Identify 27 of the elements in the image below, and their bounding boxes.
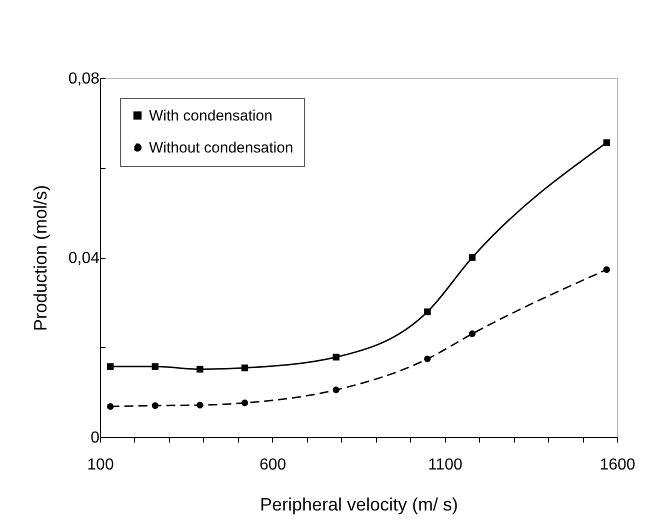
y-tick-label: 0,04 (68, 250, 100, 267)
point (332, 354, 340, 360)
point (468, 330, 476, 338)
point (106, 403, 114, 410)
x-tick-label: 600 (259, 456, 286, 474)
y-tick-label: 0 (90, 430, 100, 446)
point (152, 363, 158, 370)
point (196, 402, 204, 408)
point (424, 356, 431, 362)
legend-label: With condensation (149, 108, 272, 124)
legend-label: Without condensation (149, 140, 294, 156)
x-axis-title: Peripheral velocity (m/ s) (260, 494, 458, 514)
point (152, 402, 158, 409)
point (241, 400, 248, 406)
point (603, 139, 610, 146)
point (424, 308, 431, 316)
point (468, 254, 476, 261)
point (196, 366, 204, 373)
y-tick-label: 0,08 (68, 70, 100, 88)
point (603, 266, 610, 273)
point (241, 364, 248, 372)
point (332, 386, 340, 394)
x-tick-label: 1100 (428, 456, 462, 474)
x-tick-label: 1600 (600, 456, 636, 474)
y-axis-title: Production (mol/s) (30, 184, 50, 332)
point (106, 363, 114, 370)
x-tick-label: 100 (87, 456, 114, 474)
